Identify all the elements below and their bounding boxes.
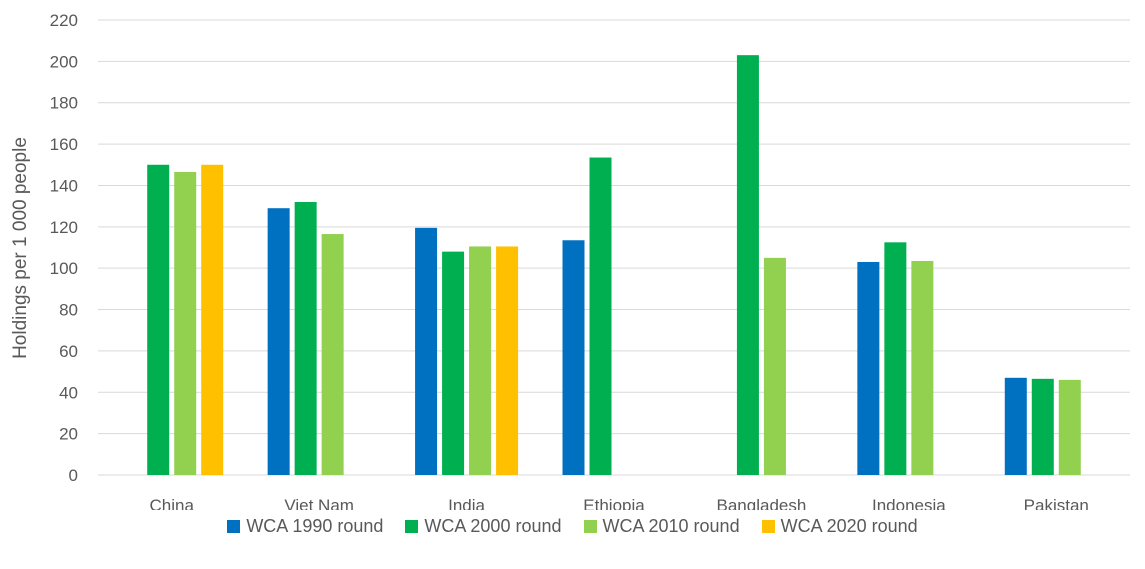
bar <box>1058 379 1081 475</box>
legend-label: WCA 1990 round <box>246 516 384 536</box>
y-tick-label: 0 <box>69 466 78 485</box>
y-tick-label: 60 <box>59 342 78 361</box>
y-tick-label: 100 <box>50 259 78 278</box>
y-tick-label: 140 <box>50 176 78 195</box>
legend-swatch <box>227 520 241 533</box>
bar <box>736 55 759 476</box>
bar <box>763 257 786 475</box>
bar <box>415 227 438 475</box>
y-tick-label: 20 <box>59 425 78 444</box>
bar <box>562 240 585 475</box>
bar <box>147 164 170 476</box>
bar <box>496 246 519 475</box>
legend-label: WCA 2000 round <box>424 516 562 536</box>
legend-label: WCA 2010 round <box>602 516 740 536</box>
bar <box>201 164 224 476</box>
bar <box>174 172 197 476</box>
category-label: India <box>448 496 485 510</box>
y-tick-label: 80 <box>59 301 78 320</box>
bar <box>442 251 465 475</box>
y-tick-label: 180 <box>50 94 78 113</box>
legend-item: WCA 1990 round <box>227 516 383 537</box>
category-label: Ethiopia <box>583 496 645 510</box>
category-label: Pakistan <box>1024 496 1089 510</box>
bar <box>911 260 934 475</box>
legend: WCA 1990 round WCA 2000 round WCA 2010 rou… <box>0 516 1145 537</box>
bar <box>1004 377 1027 475</box>
bar <box>321 234 344 475</box>
category-labels: China Viet Nam India Ethiopia Bangladesh Indo… <box>150 496 1089 510</box>
category-label: Viet Nam <box>284 496 354 510</box>
bar <box>884 242 907 475</box>
y-tick-label: 40 <box>59 383 78 402</box>
y-tick-labels: 0 20 40 60 80 100 120 140 160 180 200 220 <box>50 11 78 485</box>
bar <box>469 246 492 475</box>
category-label: China <box>150 496 195 510</box>
category-label: Bangladesh <box>717 496 807 510</box>
category-label: Indonesia <box>872 496 946 510</box>
legend-swatch <box>583 520 597 533</box>
legend-item: WCA 2020 round <box>761 516 918 537</box>
bars <box>147 55 1081 476</box>
legend-swatch <box>761 520 775 533</box>
legend-swatch <box>405 520 419 533</box>
legend-item: WCA 2010 round <box>583 516 740 537</box>
legend-item: WCA 2000 round <box>405 516 562 537</box>
gridlines <box>98 19 1130 476</box>
bar <box>857 261 880 475</box>
y-tick-label: 220 <box>50 11 78 30</box>
y-tick-label: 120 <box>50 218 78 237</box>
bar <box>1031 378 1054 475</box>
legend-label: WCA 2020 round <box>780 516 918 536</box>
bar <box>267 208 290 476</box>
y-axis-title: Holdings per 1 000 people <box>10 137 31 359</box>
y-tick-label: 200 <box>50 52 78 71</box>
y-tick-label: 160 <box>50 135 78 154</box>
bar <box>294 202 317 475</box>
bar-chart: 0 20 40 60 80 100 120 140 160 180 200 220 China Viet… <box>10 11 1130 510</box>
bar <box>589 157 612 475</box>
